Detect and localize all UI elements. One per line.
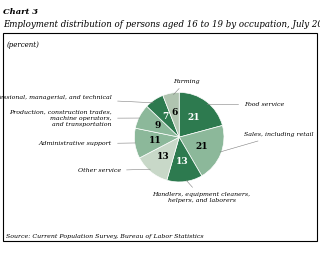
Text: Source: Current Population Survey, Bureau of Labor Statistics: Source: Current Population Survey, Burea… [6,234,204,239]
Text: 9: 9 [154,121,161,130]
Text: Professional, managerial, and technical: Professional, managerial, and technical [0,95,154,103]
Wedge shape [134,128,179,158]
Text: Employment distribution of persons aged 16 to 19 by occupation, July 2002: Employment distribution of persons aged … [3,20,320,29]
Text: 21: 21 [196,142,208,151]
Text: 21: 21 [188,113,201,122]
Text: Handlers, equipment cleaners,
helpers, and laborers: Handlers, equipment cleaners, helpers, a… [153,180,251,203]
Text: Chart 3: Chart 3 [3,8,38,15]
Text: Other service: Other service [78,168,150,173]
Text: Administrative support: Administrative support [39,141,136,146]
Text: (percent): (percent) [6,41,39,49]
Wedge shape [167,137,202,182]
Text: 6: 6 [172,108,178,117]
Text: Farming: Farming [172,79,199,95]
Wedge shape [179,92,222,137]
Text: 7: 7 [162,112,169,121]
Text: Sales, including retail: Sales, including retail [220,132,314,152]
Wedge shape [147,96,179,137]
Text: 11: 11 [148,136,161,145]
Text: 13: 13 [176,157,188,166]
Wedge shape [179,125,224,176]
Wedge shape [163,92,179,137]
Text: 13: 13 [157,152,170,161]
Text: Food service: Food service [207,102,284,107]
Wedge shape [140,137,179,180]
Wedge shape [135,106,179,137]
Text: Production, construction trades,
machine operators,
and transportation: Production, construction trades, machine… [9,110,140,127]
